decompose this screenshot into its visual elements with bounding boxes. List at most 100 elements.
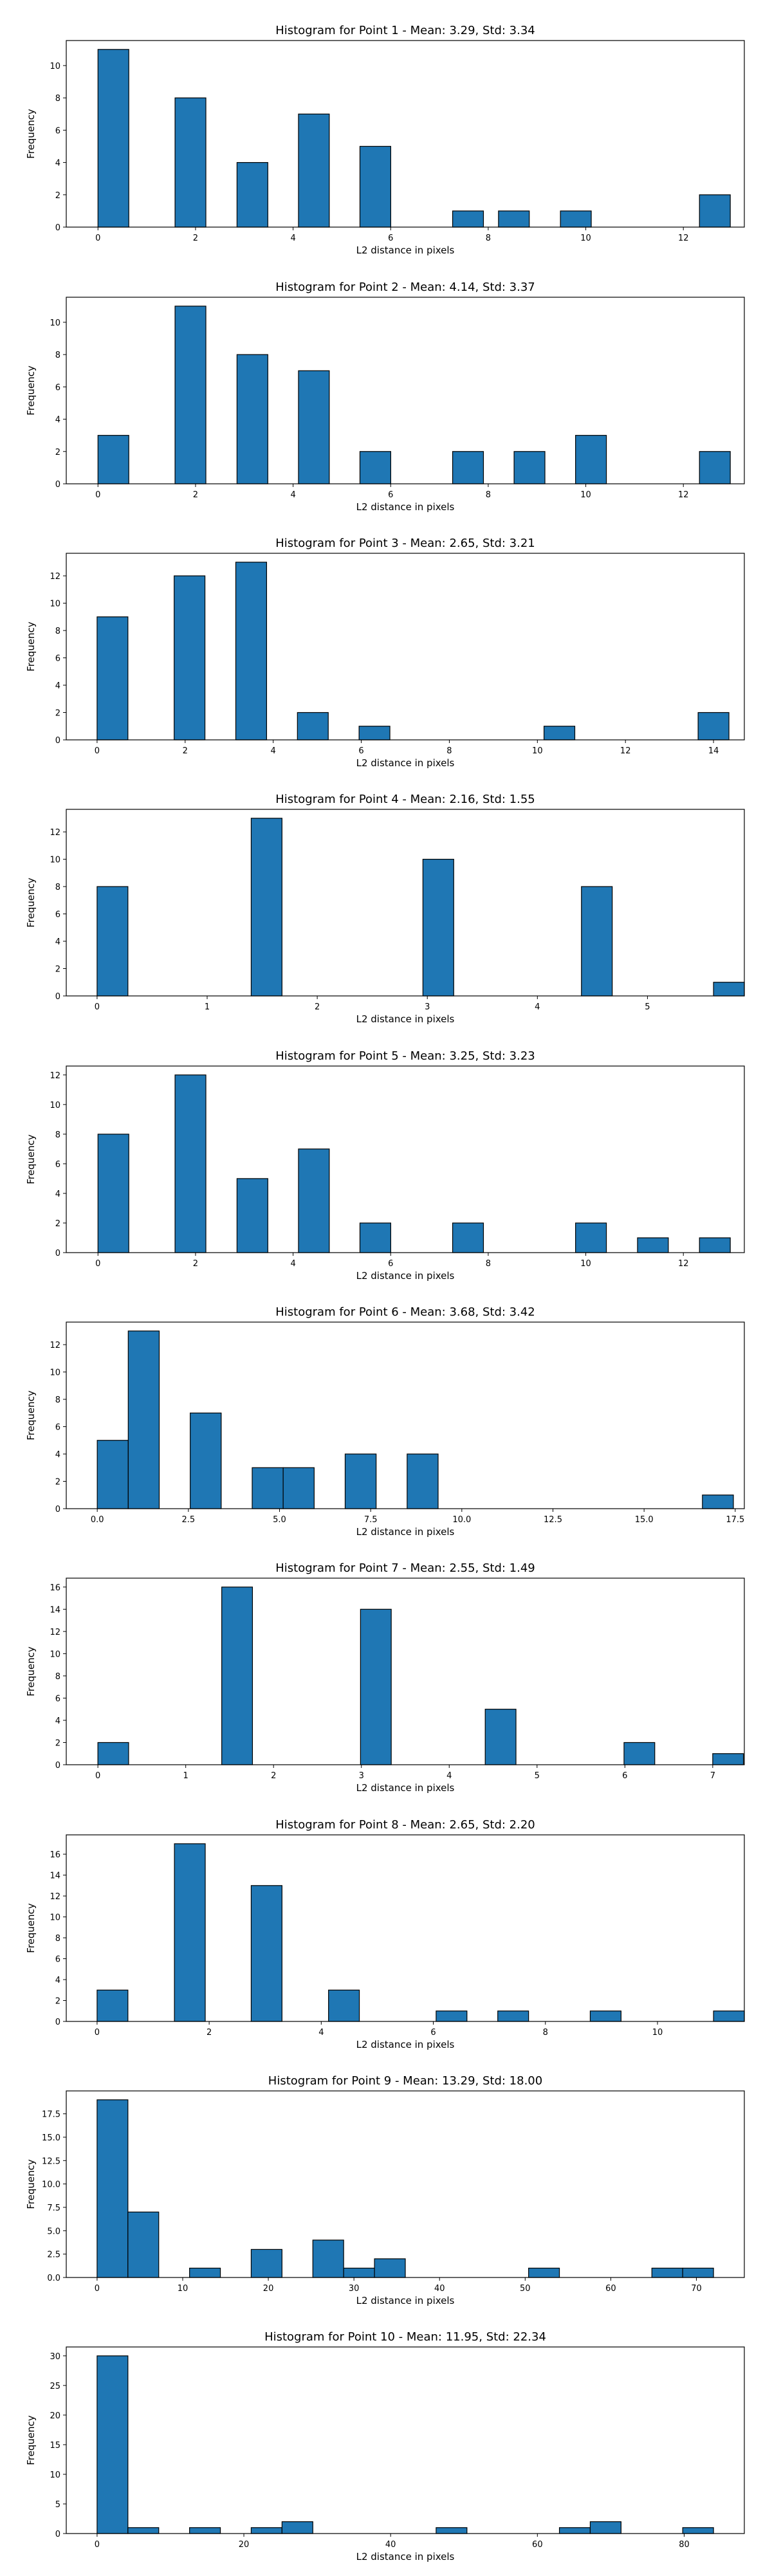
x-tick-label: 6 [430,2028,436,2038]
chart-title: Histogram for Point 1 - Mean: 3.29, Std:… [275,24,535,37]
chart-title: Histogram for Point 8 - Mean: 2.65, Std:… [275,1818,535,1832]
x-tick-label: 10 [178,2284,188,2294]
axes-frame [66,297,745,484]
histogram-bar [252,1467,284,1509]
x-tick-label: 20 [263,2284,274,2294]
x-tick-label: 4 [446,1771,452,1781]
y-tick-label: 12 [50,828,60,838]
chart-title: Histogram for Point 7 - Mean: 2.55, Std:… [275,1561,535,1575]
x-tick-label: 7.5 [364,1515,378,1525]
y-tick-label: 12 [50,1628,60,1637]
histogram-bar [298,113,330,228]
y-tick-label: 4 [55,1976,60,1985]
histogram-bar [513,451,546,484]
y-tick-label: 10 [50,2470,60,2480]
y-tick-label: 5 [55,2500,60,2510]
histogram-bar [96,1440,129,1509]
histogram-bar [713,2010,745,2022]
x-tick-label: 12 [620,746,631,756]
x-tick-label: 7 [710,1771,715,1781]
y-tick-label: 16 [50,1850,60,1860]
x-tick-label: 6 [388,490,393,500]
y-tick-label: 4 [55,681,60,691]
histogram-bar [623,1742,656,1765]
y-tick-label: 10 [50,600,60,609]
y-tick-label: 6 [55,383,60,392]
histogram-bar [651,2267,683,2278]
y-tick-label: 14 [50,1872,60,1881]
y-axis-label: Frequency [25,621,37,672]
histogram-bar [407,1453,439,1509]
y-axis-label: Frequency [25,2415,37,2465]
histogram-bar [344,1453,377,1509]
histogram-bar [560,210,592,228]
x-tick-label: 4 [290,234,295,243]
histogram-bar [422,858,454,997]
y-tick-label: 30 [50,2352,60,2362]
y-tick-label: 12.5 [42,2157,60,2166]
y-tick-label: 0 [55,223,60,233]
histogram-bar [298,1148,330,1253]
y-tick-label: 7.5 [47,2203,60,2213]
histogram-bar [312,2240,344,2278]
histogram-bar [127,2527,160,2534]
x-tick-label: 2 [183,746,188,756]
histogram-bar [712,1753,744,1765]
y-axis-label: Frequency [25,365,37,416]
y-tick-label: 8 [55,94,60,104]
x-tick-label: 3 [359,1771,364,1781]
y-tick-label: 6 [55,654,60,664]
x-tick-label: 4 [271,746,276,756]
x-tick-label: 0 [95,2028,100,2038]
y-tick-label: 14 [50,1605,60,1615]
y-tick-label: 6 [55,1423,60,1433]
x-tick-label: 12 [678,234,689,243]
x-tick-label: 0.0 [91,1515,104,1525]
x-tick-label: 6 [388,1259,393,1269]
x-tick-label: 40 [434,2284,445,2294]
x-axis-label: L2 distance in pixels [356,1013,455,1025]
y-tick-label: 10 [50,1368,60,1378]
y-tick-label: 10 [50,318,60,328]
y-tick-label: 15.0 [42,2133,60,2143]
y-tick-label: 2 [55,1478,60,1487]
histogram-bar [221,1587,253,1765]
y-axis-label: Frequency [25,1646,37,1697]
y-tick-label: 2 [55,965,60,975]
histogram-panel-2: Histogram for Point 2 - Mean: 4.14, Std:… [25,281,745,513]
chart-title: Histogram for Point 6 - Mean: 3.68, Std:… [275,1305,535,1319]
histogram-bar [358,726,391,741]
y-tick-label: 4 [55,937,60,947]
y-tick-label: 8 [55,1130,60,1140]
histogram-bar [374,2258,406,2278]
x-tick-label: 2.5 [181,1515,195,1525]
histogram-bar [250,2249,282,2278]
histogram-bar [235,562,268,741]
histogram-panel-7: Histogram for Point 7 - Mean: 2.55, Std:… [25,1561,745,1794]
histogram-bar [682,2527,714,2534]
histogram-bar [96,616,129,741]
x-tick-label: 3 [425,1002,430,1012]
histogram-bar [360,1608,392,1765]
x-tick-label: 60 [532,2540,543,2550]
x-tick-label: 2 [193,234,198,243]
x-tick-label: 10.0 [452,1515,471,1525]
chart-title: Histogram for Point 5 - Mean: 3.25, Std:… [275,1049,535,1063]
x-tick-label: 8 [486,490,491,500]
y-tick-label: 20 [50,2411,60,2421]
y-tick-label: 0 [55,2530,60,2539]
histogram-bar [236,354,268,484]
x-tick-label: 10 [532,746,543,756]
x-tick-label: 17.5 [726,1515,744,1525]
histogram-bar [97,1134,129,1253]
histogram-bar [174,97,207,228]
y-tick-label: 0 [55,1761,60,1771]
histogram-bar [297,712,329,741]
histogram-bar [484,1709,517,1765]
x-axis-label: L2 distance in pixels [356,2039,455,2050]
histogram-bar [452,451,484,484]
histogram-bar [250,818,282,997]
y-tick-label: 4 [55,159,60,169]
x-tick-label: 12 [678,490,689,500]
y-tick-label: 2 [55,1997,60,2007]
